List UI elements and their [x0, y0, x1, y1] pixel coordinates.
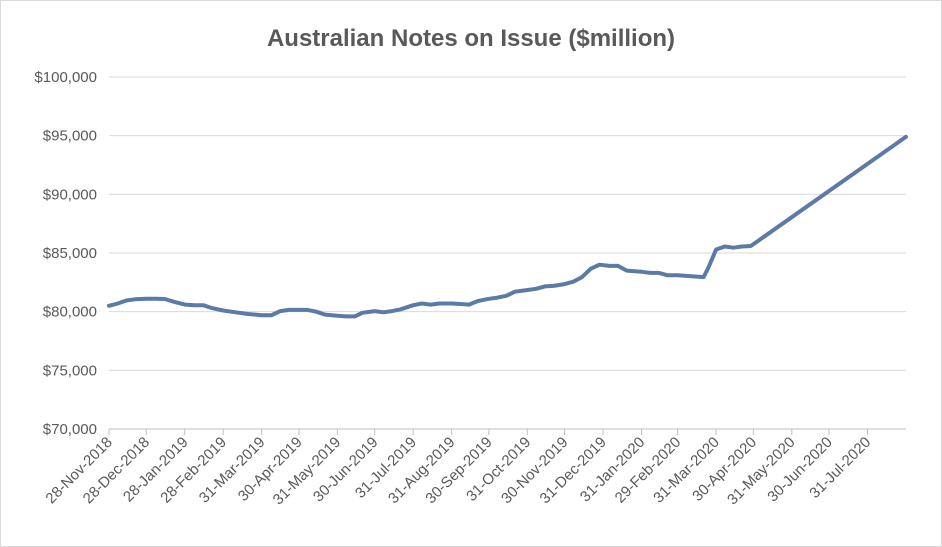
y-tick-label: $80,000 — [43, 304, 97, 321]
x-axis-tick-labels: 28-Nov-201828-Dec-201828-Jan-201928-Feb-… — [42, 434, 874, 509]
gridlines — [109, 76, 906, 371]
y-tick-label: $90,000 — [43, 186, 97, 203]
series — [107, 134, 908, 319]
y-tick-label: $85,000 — [43, 245, 97, 262]
y-tick-label: $95,000 — [43, 128, 97, 145]
y-tick-label: $75,000 — [43, 362, 97, 379]
chart-title: Australian Notes on Issue ($million) — [267, 25, 675, 52]
series-line — [107, 134, 908, 319]
y-tick-label: $70,000 — [43, 421, 97, 438]
y-tick-label: $100,000 — [34, 69, 97, 86]
axes — [108, 428, 906, 435]
y-axis-tick-labels: $70,000 $75,000 $80,000 $85,000 $90,000 $95,0… — [34, 69, 97, 438]
